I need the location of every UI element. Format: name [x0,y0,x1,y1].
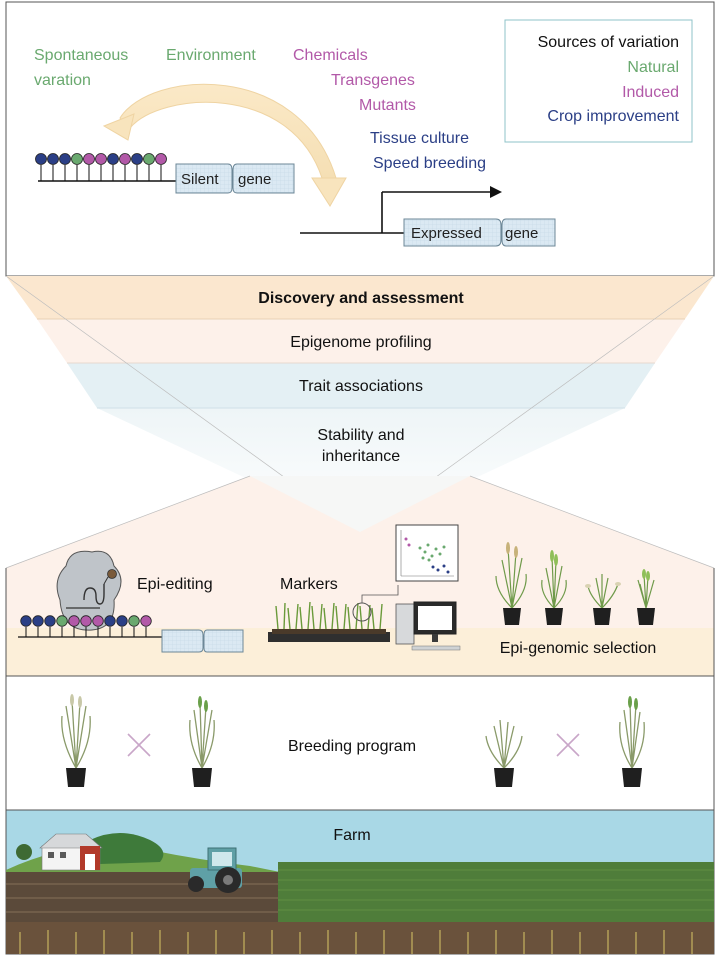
label-spontaneous: Spontaneous [34,47,128,64]
farm-label: Farm [333,827,370,844]
label-tissue-culture: Tissue culture [370,130,469,147]
epi-editing-label: Epi-editing [137,576,213,593]
label-chemicals: Chemicals [293,47,368,64]
tree-icon [16,844,32,860]
promoter-arrow-icon [490,186,502,198]
epi-genomic-selection-label: Epi-genomic selection [500,640,657,657]
curved-arrow [102,83,347,207]
funnel-step-trait-associations: Trait associations [299,378,423,395]
tractor-icon [188,847,242,893]
cross-icon [556,733,580,757]
barn-icon [39,833,103,871]
pot-icon [494,768,514,787]
seedling-tray [268,585,399,642]
selection-plants [495,542,655,625]
funnel-step-stability: Stability and [317,427,404,444]
label-transgenes: Transgenes [331,72,415,89]
silent-gene-gene-label: gene [238,171,271,188]
top-panel: Spontaneous varation Environment Chemica… [5,1,715,277]
methylation-lollipops [35,153,180,182]
label-environment: Environment [166,47,256,64]
farm-panel: Farm [5,809,715,955]
computer-icon [395,601,461,651]
markers-label: Markers [280,576,338,593]
funnel-step-inheritance: inheritance [322,448,400,465]
legend: Sources of variation Natural Induced Cro… [504,19,693,143]
applications-panel: Epi-editing Markers [5,475,715,677]
cross-icon [127,733,151,757]
funnel-step-epigenome-profiling: Epigenome profiling [290,334,431,351]
pot-icon [66,768,86,787]
label-speed-breeding: Speed breeding [373,155,486,172]
label-mutants: Mutants [359,97,416,114]
legend-crop-improvement: Crop improvement [547,108,679,125]
breeding-program-label: Breeding program [288,738,416,755]
silent-gene-label: Silent [181,171,219,188]
expressed-gene: Expressed gene [300,186,556,247]
legend-natural: Natural [627,59,679,76]
pot-icon [622,768,642,787]
expressed-gene-label: Expressed [411,225,482,242]
scatter-plot [395,524,459,582]
epi-editing-complex [18,550,244,653]
breeding-panel: Breeding program [5,675,715,811]
silent-gene: Silent gene [175,163,295,194]
legend-title: Sources of variation [538,34,679,51]
funnel-title: Discovery and assessment [258,290,464,307]
legend-induced: Induced [622,84,679,101]
expressed-gene-gene-label: gene [505,225,538,242]
discovery-funnel: Discovery and assessment Epigenome profi… [5,275,715,533]
label-variation: varation [34,72,91,89]
pot-icon [192,768,212,787]
